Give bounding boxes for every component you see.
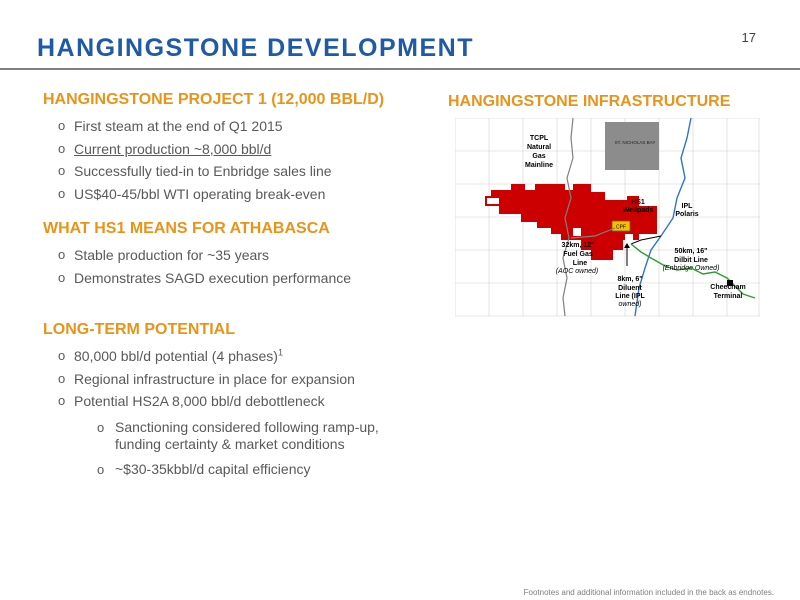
diluent-label: Diluent: [618, 285, 642, 292]
section-heading-long-term: LONG-TERM POTENTIAL: [43, 321, 235, 338]
sub-bullet-item: Sanctioning considered following ramp-up…: [43, 419, 423, 453]
lease-gap: [487, 198, 499, 204]
ipl-label: IPL: [682, 203, 694, 210]
bullet-list-athabasca: Stable production for ~35 years Demonstr…: [43, 244, 423, 289]
fuel-gas-label: 32km, 12": [562, 242, 595, 249]
bullet-item: Stable production for ~35 years: [43, 244, 423, 267]
cheecham-terminal-marker: [727, 280, 733, 286]
tcpl-label: Gas: [532, 153, 545, 160]
dilbit-owner-label: (Enbridge Owned): [663, 265, 720, 272]
hangingstone-lease: [485, 184, 657, 260]
cheecham-label: Terminal: [714, 293, 743, 300]
ipl-polaris-line: [634, 118, 692, 317]
sub-bullet-item: ~$30-35kbbl/d capital efficiency: [43, 461, 423, 478]
bullet-list-hs1: First steam at the end of Q1 2015 Curren…: [43, 115, 423, 205]
diluent-owner-label: Line (IPL: [615, 293, 645, 300]
cheecham-label: Cheecham: [710, 284, 745, 291]
dilbit-label: 50km, 16": [675, 248, 708, 255]
ipl-label: Polaris: [675, 211, 698, 218]
slide-title: HANGINGSTONE DEVELOPMENT: [37, 34, 474, 62]
bullet-item: 80,000 bbl/d potential (4 phases)1: [43, 345, 423, 368]
tcpl-label: TCPL: [530, 135, 549, 142]
cpf-facility-marker: [611, 220, 631, 232]
bullet-item: Demonstrates SAGD execution performance: [43, 267, 423, 290]
fuel-gas-label: Fuel Gas: [563, 251, 593, 258]
diluent-owner-part: Line (IPL: [615, 293, 645, 300]
cpf-label: CPF: [616, 225, 626, 231]
tcpl-label: Natural: [527, 144, 551, 151]
lease-gap: [573, 228, 581, 236]
section-heading-athabasca: WHAT HS1 MEANS FOR ATHABASCA: [43, 220, 330, 237]
infrastructure-map: CPF TCPL Natural Gas Mainline ST. NICHOL…: [455, 118, 760, 318]
diluent-arrowhead: [624, 243, 630, 248]
left-column: HANGINGSTONE PROJECT 1 (12,000 BBL/D) Fi…: [43, 91, 423, 478]
bullet-item: Regional infrastructure in place for exp…: [43, 368, 423, 391]
diluent-label: 8km, 6": [617, 276, 642, 283]
bullet-item: Potential HS2A 8,000 bbl/d debottleneck: [43, 390, 423, 413]
bullet-item: Successfully tied-in to Enbridge sales l…: [43, 160, 423, 183]
infrastructure-map-svg: CPF TCPL Natural Gas Mainline ST. NICHOL…: [455, 118, 760, 317]
infrastructure-heading: HANGINGSTONE INFRASTRUCTURE: [448, 93, 731, 110]
fuel-gas-spur: [570, 227, 616, 239]
grey-block-label: ST. NICHOLAS BAY: [615, 140, 656, 145]
bullet-text-underlined: Current production ~8,000 bbl/d: [74, 140, 272, 157]
footer-note: Footnotes and additional information inc…: [523, 588, 774, 597]
lease-gap: [625, 234, 633, 240]
diluent-line: [630, 235, 662, 245]
bullet-text: 80,000 bbl/d potential (4 phases): [74, 348, 278, 364]
diluent-owner-label: owned): [619, 301, 642, 308]
section-heading-hs1: HANGINGSTONE PROJECT 1 (12,000 BBL/D): [43, 91, 385, 108]
footnote-ref: 1: [277, 347, 283, 358]
fuel-gas-line: [562, 118, 574, 317]
hs1-label: HS1: [631, 199, 645, 206]
lease-polygon: [485, 184, 657, 260]
dilbit-line: [630, 243, 756, 299]
fuel-gas-owner-label: (AOC owned): [556, 268, 598, 275]
bullet-list-long-term: 80,000 bbl/d potential (4 phases)1 Regio…: [43, 345, 423, 478]
bullet-item: Current production ~8,000 bbl/d: [43, 138, 423, 161]
tcpl-label: Mainline: [525, 162, 553, 169]
other-lease-block: [605, 122, 659, 170]
hs1-label: Wellpads: [623, 207, 654, 214]
dilbit-label: Dilbit Line: [674, 257, 708, 264]
bullet-item: US$40-45/bbl WTI operating break-even: [43, 183, 423, 206]
title-divider: [0, 68, 800, 70]
fuel-gas-label: Line: [573, 260, 587, 267]
bullet-item: First steam at the end of Q1 2015: [43, 115, 423, 138]
page-number: 17: [741, 30, 756, 45]
